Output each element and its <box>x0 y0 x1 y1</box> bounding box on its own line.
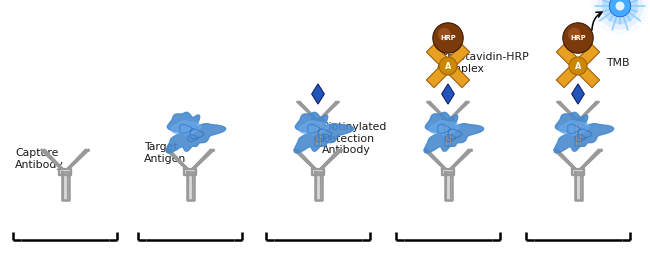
Text: Target
Antigen: Target Antigen <box>144 142 187 164</box>
Text: A: A <box>575 62 581 70</box>
Polygon shape <box>575 172 582 200</box>
Polygon shape <box>445 172 452 200</box>
Circle shape <box>569 57 587 75</box>
Text: Capture
Antibody: Capture Antibody <box>15 148 64 170</box>
Circle shape <box>568 28 580 41</box>
Polygon shape <box>554 112 614 153</box>
Polygon shape <box>189 150 213 172</box>
Polygon shape <box>294 112 354 153</box>
Text: Biotinylated
Detection
Antibody: Biotinylated Detection Antibody <box>322 122 387 155</box>
Polygon shape <box>447 150 471 172</box>
Polygon shape <box>171 121 201 135</box>
Polygon shape <box>184 169 196 175</box>
Polygon shape <box>166 112 226 153</box>
Polygon shape <box>426 44 470 88</box>
Polygon shape <box>558 102 579 121</box>
Polygon shape <box>572 169 584 175</box>
Polygon shape <box>312 84 324 104</box>
Text: Streptavidin-HRP
Complex: Streptavidin-HRP Complex <box>436 52 528 74</box>
Polygon shape <box>298 102 318 121</box>
Circle shape <box>597 0 644 29</box>
Polygon shape <box>556 44 600 88</box>
Circle shape <box>592 0 649 35</box>
Circle shape <box>609 0 630 17</box>
Polygon shape <box>315 172 322 200</box>
Polygon shape <box>424 112 484 153</box>
Polygon shape <box>299 121 329 135</box>
Polygon shape <box>572 84 584 104</box>
Polygon shape <box>577 102 599 121</box>
Text: HRP: HRP <box>440 35 456 41</box>
Polygon shape <box>442 84 454 104</box>
Polygon shape <box>313 119 324 124</box>
Text: HRP: HRP <box>570 35 586 41</box>
Polygon shape <box>445 121 451 146</box>
Polygon shape <box>167 150 190 172</box>
Polygon shape <box>42 150 66 172</box>
Polygon shape <box>424 150 448 172</box>
Text: TMB: TMB <box>606 58 629 68</box>
Polygon shape <box>573 119 584 124</box>
Polygon shape <box>575 121 581 146</box>
Circle shape <box>602 0 638 24</box>
Polygon shape <box>62 172 68 200</box>
Polygon shape <box>64 150 88 172</box>
Polygon shape <box>556 44 600 88</box>
Polygon shape <box>429 121 459 135</box>
Circle shape <box>439 57 457 75</box>
Polygon shape <box>426 44 470 88</box>
Polygon shape <box>577 150 601 172</box>
Polygon shape <box>428 102 448 121</box>
Polygon shape <box>187 172 194 200</box>
Polygon shape <box>442 169 454 175</box>
Polygon shape <box>443 119 454 124</box>
Polygon shape <box>559 121 589 135</box>
Circle shape <box>616 2 625 10</box>
Polygon shape <box>312 169 324 175</box>
Polygon shape <box>58 169 72 175</box>
Circle shape <box>438 28 450 41</box>
Polygon shape <box>315 121 321 146</box>
Polygon shape <box>554 150 578 172</box>
Polygon shape <box>317 150 341 172</box>
Polygon shape <box>447 102 469 121</box>
Circle shape <box>433 23 463 53</box>
Circle shape <box>563 23 593 53</box>
Polygon shape <box>317 102 339 121</box>
Text: A: A <box>445 62 451 70</box>
Polygon shape <box>294 150 318 172</box>
